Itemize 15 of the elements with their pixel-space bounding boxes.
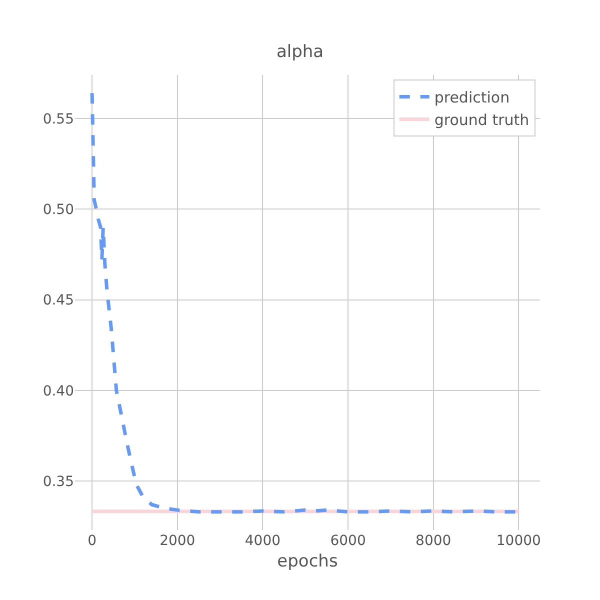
x-tick-label: 0 <box>88 533 97 549</box>
chart-title: alpha <box>276 42 324 62</box>
x-tick-label: 10000 <box>496 533 541 549</box>
x-tick-label: 2000 <box>160 533 196 549</box>
x-axis-title: epochs <box>277 551 338 572</box>
y-tick-label: 0.50 <box>42 202 74 218</box>
x-tick-label: 6000 <box>330 533 366 549</box>
y-tick-label: 0.40 <box>42 383 74 400</box>
legend-label: prediction <box>434 88 510 107</box>
x-tick-label: 8000 <box>416 533 452 549</box>
y-tick-label: 0.55 <box>42 111 74 128</box>
y-tick-label: 0.45 <box>42 292 74 309</box>
legend-label: ground truth <box>434 111 530 130</box>
x-tick-label: 4000 <box>244 533 281 549</box>
y-tick-label: 0.35 <box>42 474 74 490</box>
